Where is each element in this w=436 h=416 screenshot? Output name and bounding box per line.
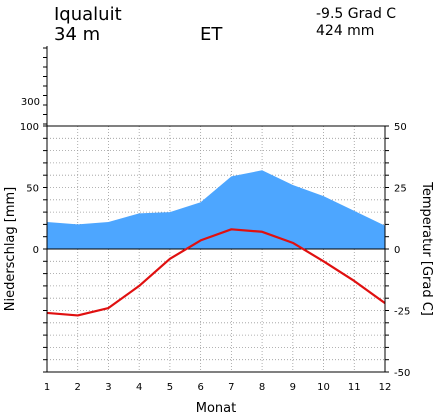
left-tick-label: 100 bbox=[20, 122, 39, 133]
temperature-line bbox=[46, 228, 386, 317]
x-tick-label: 9 bbox=[290, 382, 296, 393]
x-tick-label: 7 bbox=[228, 382, 234, 393]
climate-class: ET bbox=[200, 24, 223, 45]
right-tick-label: 25 bbox=[394, 184, 407, 195]
x-tick-label: 5 bbox=[167, 382, 173, 393]
right-tick-label: -50 bbox=[394, 368, 410, 379]
right-tick-label: -25 bbox=[394, 307, 410, 318]
mean-temperature: -9.5 Grad C bbox=[316, 6, 396, 22]
x-tick-label: 8 bbox=[259, 382, 265, 393]
x-axis-label: Monat bbox=[196, 401, 236, 416]
x-tick-label: 4 bbox=[136, 382, 142, 393]
left-tick-label: 0 bbox=[33, 245, 39, 256]
left-tick-label: 50 bbox=[26, 184, 39, 195]
station-elevation: 34 m bbox=[54, 24, 100, 45]
x-tick-label: 12 bbox=[379, 382, 392, 393]
right-tick-label: 50 bbox=[394, 122, 407, 133]
upper-tick-label-300: 300 bbox=[21, 97, 40, 108]
x-tick-label: 1 bbox=[44, 382, 50, 393]
x-tick-label: 10 bbox=[317, 382, 330, 393]
annual-precipitation: 424 mm bbox=[316, 23, 374, 39]
station-name: Iqualuit bbox=[54, 4, 122, 25]
upper-precip-axis bbox=[43, 46, 48, 126]
y-axis-right-label: Temperatur [Grad C] bbox=[419, 181, 434, 316]
y-axis-left-label: Niederschlag [mm] bbox=[3, 187, 18, 312]
x-tick-label: 6 bbox=[197, 382, 203, 393]
precipitation-area bbox=[47, 170, 385, 249]
right-tick-label: 0 bbox=[394, 245, 400, 256]
x-tick-label: 2 bbox=[75, 382, 81, 393]
x-tick-label: 11 bbox=[348, 382, 361, 393]
x-tick-label: 3 bbox=[105, 382, 111, 393]
